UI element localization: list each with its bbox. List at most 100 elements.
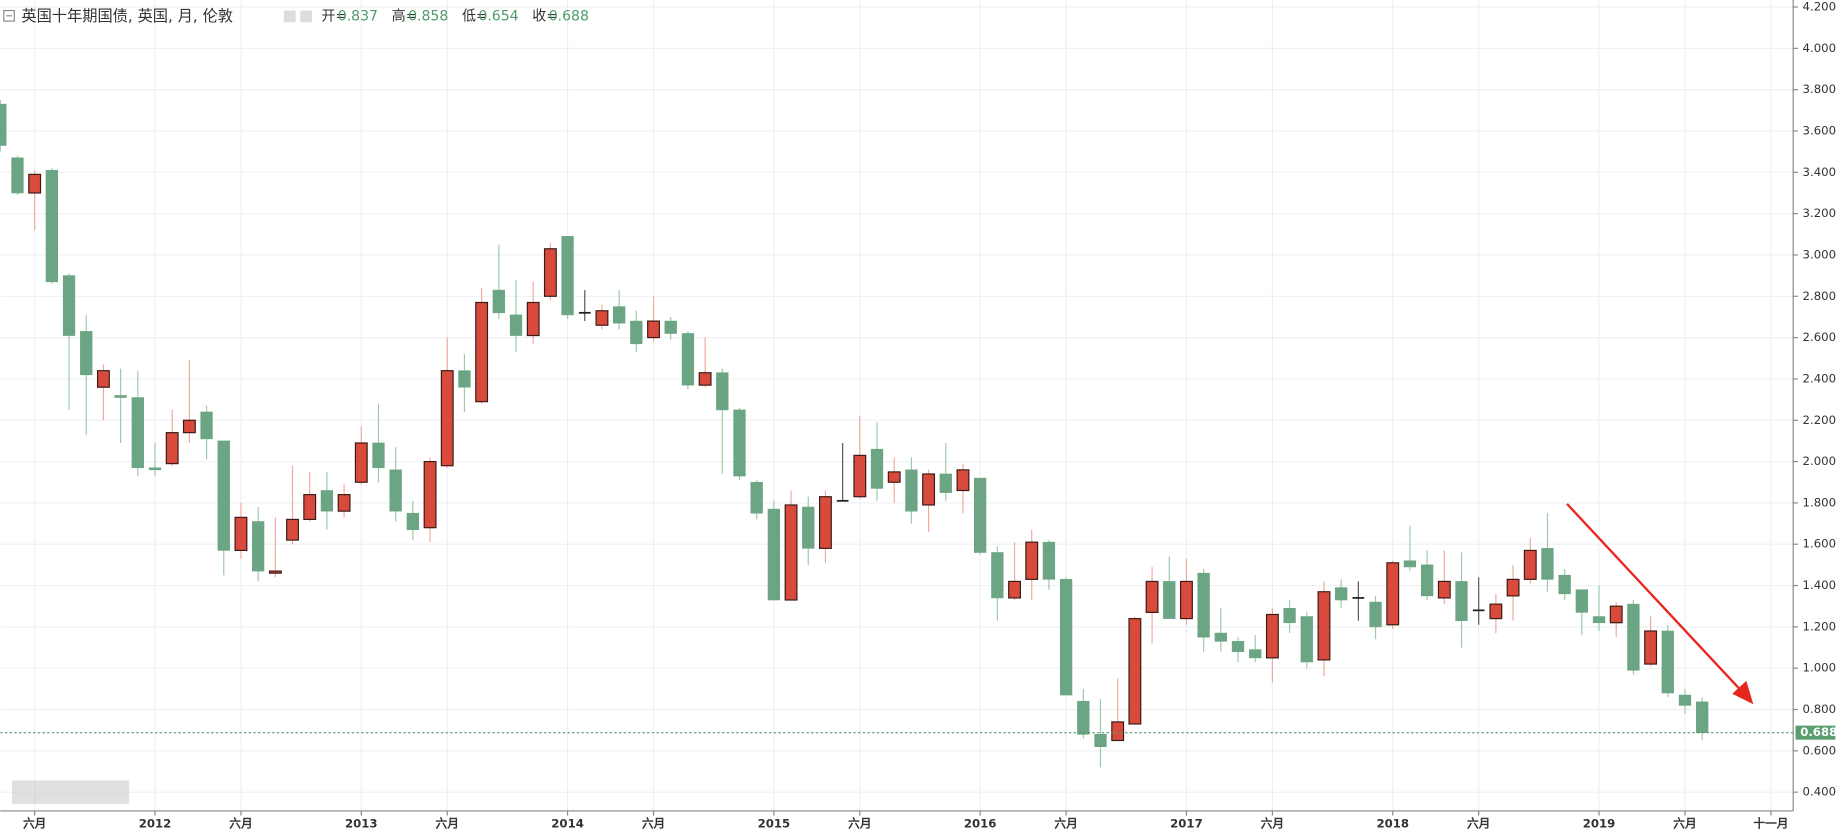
y-tick-label: 2.600 — [1803, 330, 1837, 344]
candle-down — [1678, 694, 1692, 706]
candle-down — [131, 397, 144, 469]
trend-arrow — [1566, 503, 1745, 695]
ohlc-value: 0.858 — [408, 8, 448, 24]
candle-down — [1197, 572, 1210, 638]
x-tick-label: 十一月 — [1753, 816, 1788, 830]
candle-down — [1335, 587, 1348, 601]
candle-down — [200, 411, 213, 440]
y-tick-label: 0.400 — [1803, 785, 1837, 799]
candle-up — [647, 320, 660, 339]
candle-up — [1145, 580, 1159, 613]
candle-down — [1163, 581, 1176, 619]
candle-down — [681, 333, 695, 386]
y-tick-label: 3.800 — [1803, 82, 1837, 96]
candle-down — [45, 169, 59, 283]
ohlc-label: 高= — [392, 7, 418, 24]
candle-down — [716, 372, 729, 411]
candle-up — [543, 248, 557, 297]
candle-up — [475, 301, 489, 403]
y-tick-label: 3.200 — [1803, 206, 1837, 220]
y-tick-label: 1.800 — [1803, 495, 1837, 509]
candle-up — [922, 473, 936, 506]
candle-down — [389, 469, 402, 512]
y-tick-label: 2.400 — [1803, 371, 1837, 385]
y-tick-label: 1.000 — [1803, 661, 1837, 675]
candle-up — [1644, 630, 1658, 665]
candle-down — [905, 469, 918, 512]
candle-down — [1231, 641, 1245, 652]
candle-down — [0, 103, 7, 146]
candle-down — [612, 306, 626, 324]
plot-area: 0.688 — [0, 100, 1837, 768]
candle-down — [939, 473, 952, 493]
y-tick-label: 2.800 — [1803, 289, 1837, 303]
candle-up — [1609, 605, 1623, 624]
x-tick-label: 六月 — [23, 816, 46, 830]
candle-down — [62, 275, 76, 336]
candle-down — [80, 331, 93, 376]
ohlc-value: 0.654 — [478, 8, 518, 24]
x-tick-label: 六月 — [848, 816, 871, 830]
y-tick-label: 0.800 — [1803, 702, 1837, 716]
y-tick-label: 4.200 — [1803, 0, 1837, 14]
candle-up — [818, 496, 832, 549]
candle-up — [1128, 618, 1142, 725]
candle-up — [784, 504, 798, 601]
y-tick-label: 1.200 — [1803, 619, 1837, 633]
candle-up — [1523, 549, 1537, 580]
candle-down — [372, 442, 385, 469]
x-tick-label: 2013 — [345, 816, 378, 830]
candle-down — [974, 477, 987, 553]
x-tick-label: 六月 — [1261, 816, 1284, 830]
candle-down — [1696, 701, 1709, 733]
x-tick-label: 2019 — [1583, 816, 1616, 830]
candle-down — [1403, 560, 1417, 568]
candle-down — [1283, 607, 1296, 624]
candle-down — [1420, 564, 1434, 597]
y-tick-label: 0.600 — [1803, 743, 1837, 757]
last-price-label: 0.688 — [1800, 725, 1837, 739]
ohlc-label: 开= — [321, 8, 347, 24]
candle-up — [423, 460, 437, 529]
candle-down — [767, 508, 781, 601]
candle-up — [1489, 603, 1503, 620]
candle-up — [182, 419, 196, 434]
candle-down — [1059, 579, 1073, 696]
x-tick-label: 六月 — [1673, 816, 1696, 830]
settings-icon[interactable] — [283, 10, 296, 23]
candle-down — [406, 512, 420, 531]
candle-down — [492, 289, 505, 314]
candle-down — [11, 157, 24, 194]
close-icon[interactable] — [300, 10, 312, 23]
candle-down — [1661, 630, 1674, 694]
candle-down — [1214, 632, 1227, 642]
candle-down — [802, 506, 815, 549]
last-price-tag — [1795, 725, 1836, 740]
candle-up — [1506, 578, 1520, 597]
candle-up — [595, 310, 609, 326]
candle-up — [234, 516, 248, 552]
candle-down — [251, 521, 265, 572]
collapse-icon[interactable] — [3, 9, 15, 22]
y-tick-label: 2.200 — [1803, 413, 1837, 427]
candle-down — [870, 448, 884, 489]
candle-down — [458, 370, 471, 388]
watermark — [12, 780, 130, 804]
candle-down — [114, 395, 127, 398]
candle-down — [750, 481, 763, 514]
chart-title: 英国十年期国债, 英国, 月, 伦敦 — [21, 7, 233, 25]
candle-down — [664, 320, 677, 334]
x-tick-label: 2014 — [551, 816, 584, 830]
x-tick-label: 六月 — [436, 816, 459, 830]
ohlc-value: 0.688 — [549, 8, 589, 24]
x-tick-label: 2016 — [964, 816, 997, 830]
candle-up — [526, 301, 540, 337]
candle-up — [286, 518, 299, 541]
y-tick-label: 1.600 — [1803, 537, 1837, 551]
ohlc-header: 开=0.837 高=0.858 低=0.654 收=0.688 — [321, 7, 589, 24]
trend-arrow-head — [1732, 680, 1754, 705]
candle-down — [1455, 581, 1468, 621]
